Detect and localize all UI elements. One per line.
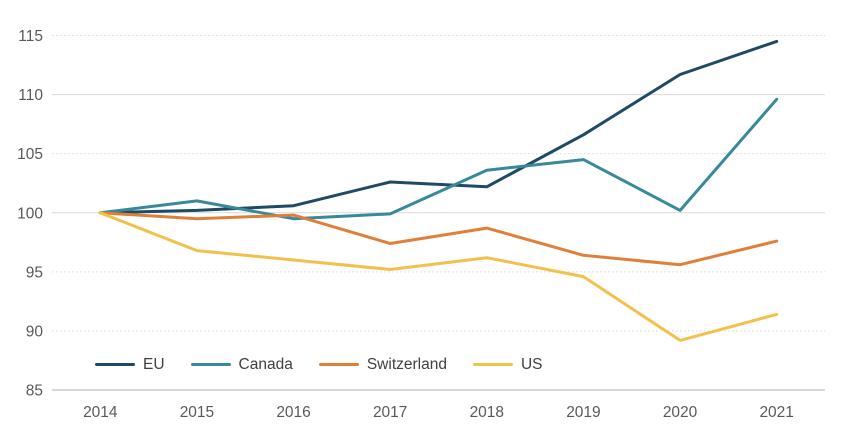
legend-label-us: US: [520, 356, 543, 373]
y-tick-label-115: 115: [18, 28, 43, 45]
x-tick-label-2015: 2015: [180, 404, 214, 421]
legend-item-us: US: [472, 356, 543, 373]
series-line-us: [98, 211, 779, 342]
legend-item-eu: EU: [95, 357, 165, 373]
legend-item-canada: Canada: [190, 356, 293, 373]
legend-label-eu: EU: [143, 356, 165, 373]
y-tick-label-90: 90: [26, 323, 44, 340]
legend-swatch-us: [472, 363, 513, 367]
y-tick-label-85: 85: [26, 383, 43, 400]
x-tick-label-2021: 2021: [759, 404, 793, 421]
x-tick-label-2014: 2014: [83, 404, 118, 421]
series-line-eu: [98, 39, 779, 215]
series-line-canada: [98, 97, 779, 221]
legend-item-switzerland: Switzerland: [318, 356, 447, 373]
y-tick-label-105: 105: [17, 146, 43, 163]
legend-swatch-eu: [95, 363, 135, 367]
legend-label-switzerland: Switzerland: [366, 356, 447, 373]
chart-legend: EU Canada Switzerland US: [95, 357, 543, 373]
legend-label-canada: Canada: [238, 356, 293, 373]
y-tick-label-95: 95: [26, 264, 43, 281]
y-tick-label-110: 110: [18, 87, 43, 104]
series-line-switzerland: [98, 211, 779, 267]
x-tick-label-2016: 2016: [276, 404, 310, 421]
x-tick-label-2020: 2020: [663, 404, 698, 421]
y-tick-label-100: 100: [17, 205, 43, 222]
legend-swatch-canada: [190, 363, 231, 367]
x-tick-label-2018: 2018: [470, 404, 504, 421]
legend-swatch-switzerland: [318, 363, 359, 367]
x-tick-label-2017: 2017: [373, 404, 407, 421]
x-tick-label-2019: 2019: [566, 404, 600, 421]
